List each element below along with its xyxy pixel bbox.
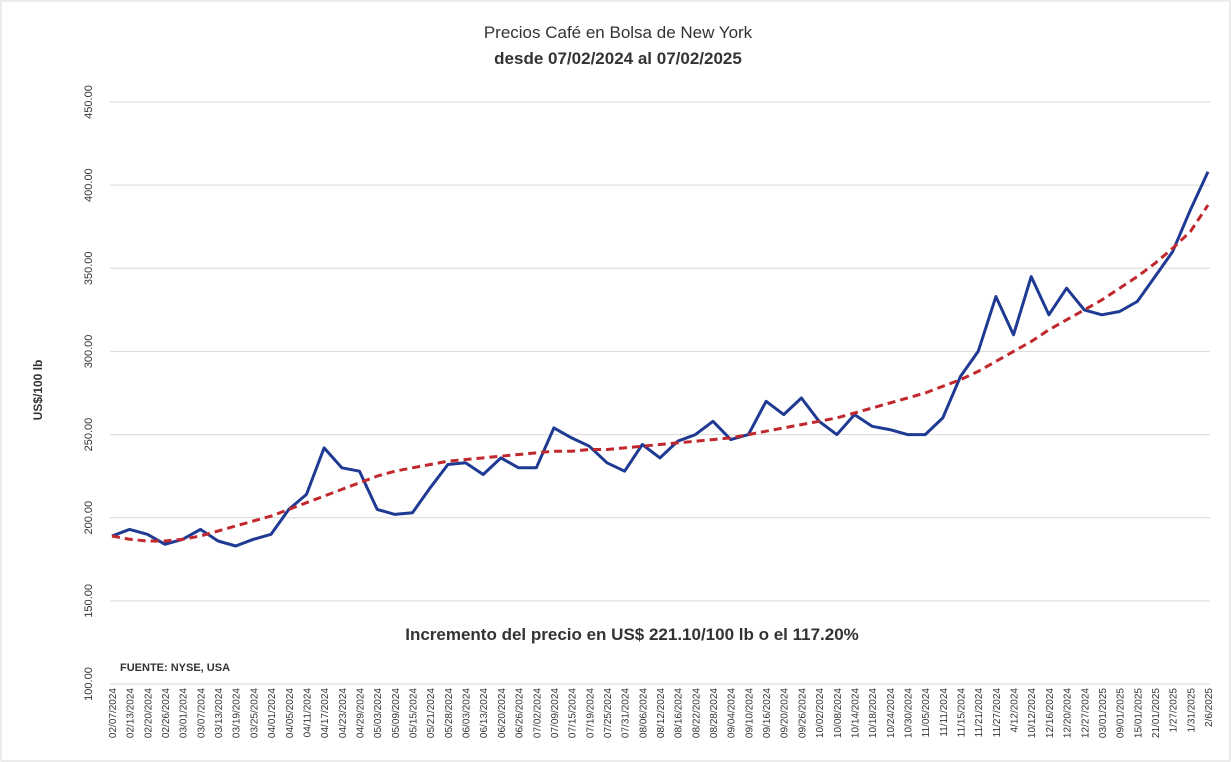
annotation: Incremento del precio en US$ 221.10/100 … [405,625,859,644]
source-note: FUENTE: NYSE, USA [120,662,230,674]
x-tick-label: 11/27/2024 [992,688,1003,738]
x-tick-label: 08/12/2024 [656,688,667,738]
x-tick-label: 05/09/2024 [391,688,402,738]
x-tick-label: 04/17/2024 [320,688,331,738]
x-tick-label: 07/09/2024 [550,688,561,738]
x-tick-label: 11/11/2024 [939,688,950,737]
x-tick-label: 21/01/2025 [1151,688,1162,738]
x-tick-label: 07/15/2024 [568,688,579,738]
x-tick-label: 02/13/2024 [126,688,137,738]
x-tick-label: 10/02/2024 [815,688,826,738]
y-tick-label: 350.00 [83,251,95,285]
x-tick-label: 12/27/2024 [1080,688,1091,738]
x-tick-label: 08/06/2024 [638,688,649,738]
x-tick-label: 09/04/2024 [727,688,738,738]
y-tick-label: 400.00 [83,168,95,202]
x-tick-label: 05/21/2024 [426,688,437,738]
x-tick-label: 04/23/2024 [338,688,349,738]
x-tick-label: 09/01/2025 [1116,688,1127,738]
x-tick-label: 12/16/2024 [1045,688,1056,738]
x-tick-label: 02/07/2024 [108,688,119,738]
x-tick-label: 04/29/2024 [355,688,366,738]
x-tick-label: 2/6/2025 [1204,688,1215,727]
x-tick-label: 03/07/2024 [196,688,207,738]
x-tick-label: 08/16/2024 [674,688,685,738]
x-tick-label: 03/25/2024 [249,688,260,738]
x-tick-label: 04/11/2024 [302,688,313,738]
y-tick-label: 300.00 [83,335,95,369]
x-tick-label: 06/13/2024 [479,688,490,738]
x-tick-label: 1/27/2025 [1169,688,1180,733]
x-tick-label: 07/02/2024 [532,688,543,738]
x-tick-label: 09/26/2024 [797,688,808,738]
x-tick-label: 02/26/2024 [161,688,172,738]
x-tick-label: 07/25/2024 [603,688,614,738]
x-tick-label: 04/01/2024 [267,688,278,738]
x-tick-label: 11/21/2024 [974,688,985,738]
y-axis-label: US$/100 lb [31,360,45,421]
chart-title: Precios Café en Bolsa de New York [484,23,753,42]
x-tick-label: 05/03/2024 [373,688,384,738]
x-tick-label: 15/01/2025 [1133,688,1144,738]
x-tick-label: 09/20/2024 [780,688,791,738]
x-tick-label: 10/08/2024 [833,688,844,738]
y-tick-label: 250.00 [83,418,95,452]
y-tick-label: 100.00 [83,667,95,701]
y-tick-label: 200.00 [83,501,95,535]
x-tick-label: 05/28/2024 [444,688,455,738]
x-tick-label: 11/05/2024 [921,688,932,738]
x-tick-label: 04/05/2024 [285,688,296,738]
x-tick-label: 02/20/2024 [143,688,154,738]
x-tick-label: 06/20/2024 [497,688,508,738]
x-tick-label: 11/15/2024 [957,688,968,738]
x-tick-label: 08/22/2024 [691,688,702,738]
x-tick-label: 06/26/2024 [515,688,526,738]
x-tick-label: 09/16/2024 [762,688,773,738]
x-tick-label: 03/19/2024 [232,688,243,738]
trend-line [111,204,1210,543]
x-tick-label: 08/28/2024 [709,688,720,738]
x-tick-label: 06/03/2024 [462,688,473,738]
x-tick-label: 03/13/2024 [214,688,225,738]
x-tick-label: 03/01/2024 [179,688,190,738]
chart-subtitle: desde 07/02/2024 al 07/02/2025 [494,49,742,68]
x-tick-label: 03/01/2025 [1098,688,1109,738]
y-tick-label: 150.00 [83,584,95,618]
x-tick-label: 05/15/2024 [409,688,420,738]
x-tick-label: 4/12/2024 [1010,688,1021,733]
y-tick-label: 450.00 [83,85,95,119]
x-tick-label: 10/30/2024 [903,688,914,738]
x-tick-label: 10/18/2024 [868,688,879,738]
x-tick-label: 09/10/2024 [744,688,755,738]
x-tick-label: 07/31/2024 [621,688,632,738]
x-tick-label: 10/24/2024 [886,688,897,738]
x-tick-label: 10/14/2024 [850,688,861,738]
x-tick-label: 1/31/2025 [1186,688,1197,733]
x-tick-label: 12/20/2024 [1063,688,1074,738]
price-line [111,171,1210,548]
x-tick-label: 07/19/2024 [585,688,596,738]
x-tick-label: 10/12/2024 [1027,688,1038,738]
